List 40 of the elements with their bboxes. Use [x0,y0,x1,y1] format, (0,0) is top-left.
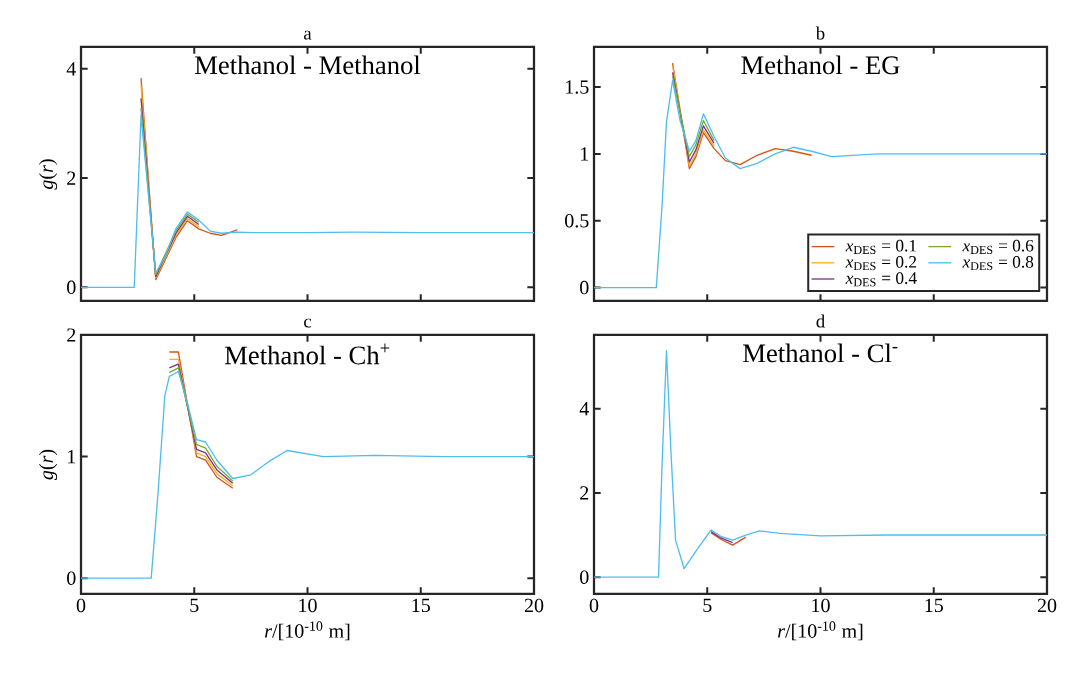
chart-title: c [304,318,312,328]
y-tick-label: 4 [66,62,76,76]
line-series [81,370,534,579]
x-tick-label: 15 [412,598,430,613]
y-tick-label: 0 [580,570,589,584]
annotation: Methanol - Methanol [194,55,421,75]
legend-label: x$_{DES}$ = 0.6 [962,239,1034,255]
x-tick-label: 5 [703,598,712,612]
y-tick-label: 0 [67,571,76,585]
x-axis-title: r/[10$^{-10}$ m] [265,621,350,641]
legend-label: x$_{DES}$ = 0.8 [962,256,1034,271]
x-tick-label: 5 [190,598,199,612]
x-tick-label: 10 [299,598,317,613]
annotation: Methanol - Cl$^{-}$ [743,343,898,363]
chart-title: a [304,30,312,40]
x-tick-label: 10 [812,598,830,613]
annotation: Methanol - Ch$^{+}$ [224,343,390,365]
y-axis-title: g(r) [39,159,58,190]
y-tick-label: 0.5 [565,213,589,228]
y-tick-label: 0 [580,280,589,295]
legend-label: x$_{DES}$ = 0.4 [845,272,917,287]
x-tick-label: 15 [925,598,943,613]
y-tick-label: 2 [67,171,76,185]
legend-label: x$_{DES}$ = 0.2 [845,256,917,271]
x-tick-label: 20 [1037,598,1057,613]
y-tick-label: 1 [68,449,76,464]
y-tick-label: 2 [580,486,589,500]
chart-title: b [815,26,825,40]
annotation: Methanol - EG [741,55,900,75]
chart-title: d [816,314,825,328]
y-tick-label: 2 [67,328,76,342]
y-tick-label: 1.5 [566,80,589,94]
x-tick-label: 20 [524,598,544,613]
legend-label: x$_{DES}$ = 0.1 [845,239,917,255]
y-tick-label: 4 [579,402,589,416]
y-tick-label: 0 [67,280,76,295]
x-axis-title: r/[10$^{-10}$ m] [778,621,863,641]
y-axis-title: g(r) [39,449,58,481]
line-series [710,532,747,546]
y-tick-label: 1 [581,147,589,161]
